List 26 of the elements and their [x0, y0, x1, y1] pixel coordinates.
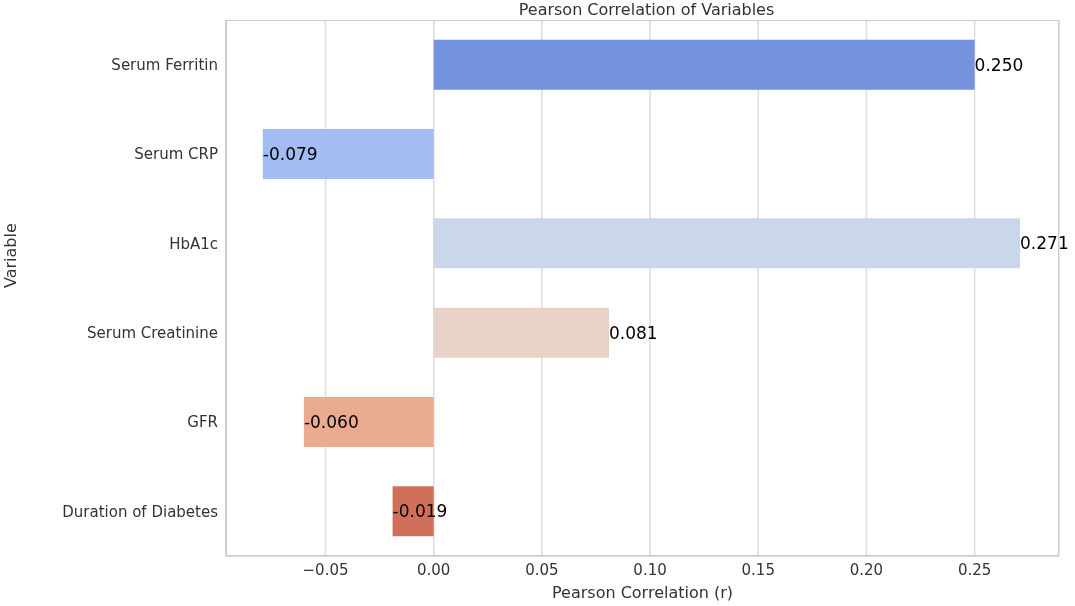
bar: [433, 218, 1021, 269]
x-tick-label: 0.15: [741, 560, 775, 579]
x-tick-label: 0.00: [417, 560, 451, 579]
y-tick-label: Duration of Diabetes: [62, 502, 219, 521]
x-tick-label: 0.25: [957, 560, 992, 579]
data-label: -0.060: [303, 411, 359, 432]
y-tick-label: HbA1c: [169, 234, 218, 253]
data-label: 0.271: [1020, 233, 1069, 254]
bar: [433, 39, 975, 90]
y-tick-label: GFR: [187, 413, 218, 432]
bar: [433, 307, 609, 358]
x-tick-label: 0.05: [525, 560, 559, 579]
bar: [262, 128, 434, 179]
x-tick-label: 0.20: [849, 560, 884, 579]
x-tick-label: 0.10: [633, 560, 667, 579]
chart-title: Pearson Correlation of Variables: [517, 0, 776, 20]
data-label: 0.250: [974, 54, 1024, 75]
x-tick-label: −0.05: [302, 560, 349, 579]
x-axis-title: Pearson Correlation (r): [551, 583, 734, 602]
bar: [303, 396, 434, 447]
y-tick-label: Serum CRP: [134, 145, 218, 164]
y-tick-label: Serum Ferritin: [111, 55, 218, 74]
y-axis-title: Variable: [0, 223, 20, 288]
data-label: -0.079: [262, 143, 318, 164]
y-tick-label: Serum Creatinine: [87, 323, 218, 342]
data-label: 0.081: [608, 322, 658, 343]
